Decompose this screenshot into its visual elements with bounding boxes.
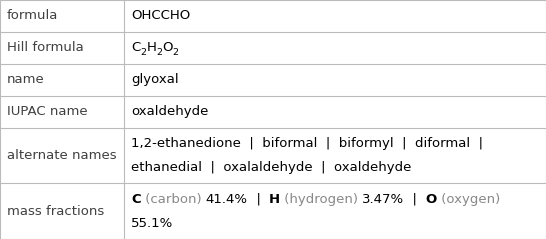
Text: |: | — [405, 192, 426, 206]
Text: IUPAC name: IUPAC name — [7, 105, 87, 119]
Text: 41.4%: 41.4% — [205, 192, 247, 206]
Text: 2: 2 — [140, 48, 146, 57]
Text: H: H — [146, 42, 156, 54]
Text: H: H — [269, 192, 280, 206]
Text: mass fractions: mass fractions — [7, 205, 104, 218]
Text: name: name — [7, 73, 44, 87]
Text: OHCCHO: OHCCHO — [131, 10, 191, 22]
Text: O: O — [426, 192, 437, 206]
Text: O: O — [162, 42, 173, 54]
Text: 3.47%: 3.47% — [363, 192, 405, 206]
Text: 55.1%: 55.1% — [131, 217, 173, 230]
Text: (carbon): (carbon) — [141, 192, 205, 206]
Text: 2: 2 — [156, 48, 162, 57]
Text: (oxygen): (oxygen) — [437, 192, 500, 206]
Text: |: | — [247, 192, 269, 206]
Text: oxaldehyde: oxaldehyde — [131, 105, 209, 119]
Text: C: C — [131, 42, 140, 54]
Text: (hydrogen): (hydrogen) — [280, 192, 363, 206]
Text: alternate names: alternate names — [7, 149, 116, 162]
Text: 2: 2 — [173, 48, 179, 57]
Text: formula: formula — [7, 10, 58, 22]
Text: ethanedial  |  oxalaldehyde  |  oxaldehyde: ethanedial | oxalaldehyde | oxaldehyde — [131, 161, 412, 174]
Text: Hill formula: Hill formula — [7, 42, 84, 54]
Text: C: C — [131, 192, 141, 206]
Text: glyoxal: glyoxal — [131, 73, 179, 87]
Text: 1,2-ethanedione  |  biformal  |  biformyl  |  diformal  |: 1,2-ethanedione | biformal | biformyl | … — [131, 137, 483, 150]
